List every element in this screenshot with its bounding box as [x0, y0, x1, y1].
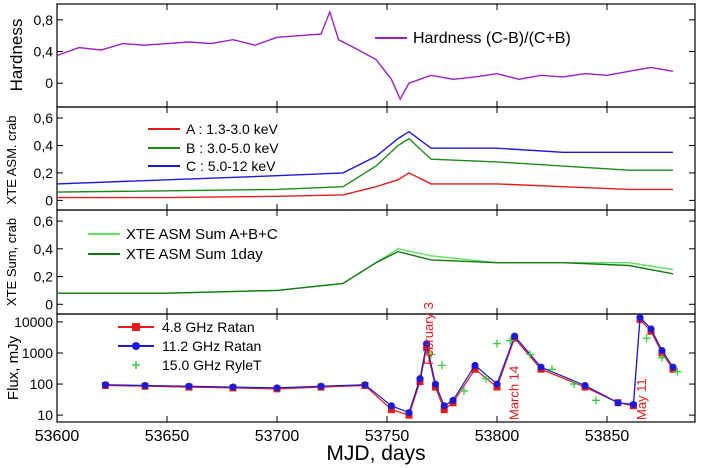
data-point-plus — [642, 334, 651, 343]
ylabel-radio: Flux, mJy — [5, 335, 22, 400]
data-point-plus — [493, 339, 501, 348]
legend-label: 15.0 GHz RyleT — [162, 357, 262, 373]
legend-label: Hardness (C-B)/(C+B) — [413, 30, 571, 47]
y-tick-label: 0,8 — [34, 12, 54, 28]
ylabel-asm-sum: XTE Sum, crab — [4, 218, 19, 306]
data-point-square — [423, 344, 431, 352]
annotation-label: March 14 — [507, 366, 522, 420]
x-tick-label: 53650 — [145, 428, 190, 445]
y-tick-label: 0,6 — [34, 110, 54, 126]
x-tick-label: 53700 — [255, 428, 300, 445]
panel-radio-frame — [56, 313, 696, 423]
data-point-plus — [673, 367, 682, 376]
data-point-circle — [581, 381, 589, 389]
ylabel-hardness: Hardness — [7, 19, 26, 92]
data-point-circle — [423, 340, 431, 348]
legend-label: XTE ASM Sum A+B+C — [126, 226, 278, 243]
data-point-circle — [629, 400, 637, 408]
data-point-circle — [636, 313, 644, 321]
data-point-plus — [592, 396, 600, 405]
annotation-label: May 11 — [634, 378, 649, 420]
data-point-circle — [440, 402, 448, 410]
legend-marker — [132, 323, 140, 331]
legend-marker — [132, 361, 140, 369]
series-line-b-3-0-5-0-kev — [56, 137, 673, 193]
legend-label: A : 1.3-3.0 keV — [186, 121, 278, 137]
x-tick-label: 53850 — [585, 428, 630, 445]
data-point-circle — [537, 363, 545, 371]
data-point-plus — [438, 361, 446, 370]
data-point-circle — [614, 399, 622, 407]
y-tick-label: 0 — [45, 296, 53, 312]
data-point-circle — [471, 361, 479, 369]
y-tick-label: 0,4 — [34, 44, 54, 60]
y-tick-label: 10 — [37, 407, 53, 423]
y-tick-label: 10000 — [14, 314, 53, 330]
xlabel: MJD, days — [326, 442, 425, 465]
panel-hardness-frame — [56, 3, 696, 108]
data-point-plus — [658, 353, 666, 362]
x-tick-label: 53750 — [365, 428, 410, 445]
series-line-a-1-3-3-0-kev — [57, 172, 673, 199]
data-point-circle — [669, 363, 677, 371]
data-point-circle — [431, 380, 439, 388]
data-point-circle — [361, 381, 369, 389]
data-point-circle — [416, 375, 424, 383]
legend-label: C : 5.0-12 keV — [186, 158, 276, 174]
series-line-hardness-c-b-c-b- — [56, 9, 674, 101]
y-tick-label: 0,6 — [34, 213, 54, 229]
data-point-circle — [511, 332, 519, 340]
y-tick-label: 0,4 — [34, 137, 54, 153]
data-point-plus — [506, 336, 515, 345]
data-point-plus — [460, 386, 468, 395]
legend-marker — [132, 342, 140, 350]
x-tick-label: 53800 — [475, 428, 520, 445]
data-point-circle — [317, 382, 325, 390]
data-point-circle — [658, 347, 666, 355]
data-point-plus — [427, 350, 435, 359]
data-point-circle — [405, 409, 413, 417]
data-point-circle — [647, 325, 655, 333]
series-line-c-5-0-12-kev — [56, 130, 673, 185]
y-tick-label: 0,4 — [34, 241, 54, 257]
data-point-circle — [449, 396, 457, 404]
y-tick-label: 100 — [30, 376, 54, 392]
ylabel-asm-bands: XTE ASM. crab — [4, 116, 19, 205]
data-point-plus — [548, 365, 556, 374]
y-tick-label: 0 — [45, 75, 53, 91]
x-tick-label: 53600 — [35, 428, 80, 445]
panel-asm-bands-frame — [56, 106, 696, 211]
y-tick-label: 1000 — [22, 345, 53, 361]
legend-label: B : 3.0-5.0 keV — [186, 140, 279, 156]
data-point-square — [440, 406, 448, 414]
data-point-circle — [273, 384, 281, 392]
y-tick-label: 0,2 — [34, 165, 54, 181]
data-point-circle — [101, 381, 109, 389]
legend-label: 11.2 GHz Ratan — [162, 338, 261, 354]
data-point-circle — [229, 383, 237, 391]
data-point-plus — [482, 374, 490, 383]
series-line-xte-asm-sum-1day — [57, 250, 674, 294]
y-tick-label: 0,2 — [34, 269, 54, 285]
data-point-plus — [526, 350, 534, 359]
data-point-circle — [387, 402, 395, 410]
data-point-circle — [185, 382, 193, 390]
y-tick-label: 0 — [45, 192, 53, 208]
legend-label: XTE ASM Sum 1day — [126, 246, 263, 263]
data-point-circle — [493, 380, 501, 388]
data-point-circle — [141, 381, 149, 389]
data-point-plus — [570, 380, 578, 389]
data-point-square — [471, 365, 479, 373]
legend-label: 4.8 GHz Ratan — [162, 319, 255, 335]
annotation-label: February 3 — [421, 302, 436, 365]
data-point-square — [387, 406, 395, 414]
